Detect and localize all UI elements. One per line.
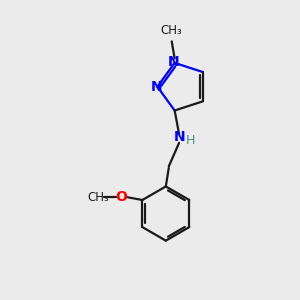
Text: O: O xyxy=(115,190,127,204)
Text: N: N xyxy=(173,130,185,144)
Text: H: H xyxy=(186,134,195,147)
Text: N: N xyxy=(168,55,179,69)
Text: CH₃: CH₃ xyxy=(88,190,110,204)
Text: N: N xyxy=(151,80,163,94)
Text: CH₃: CH₃ xyxy=(161,24,183,37)
